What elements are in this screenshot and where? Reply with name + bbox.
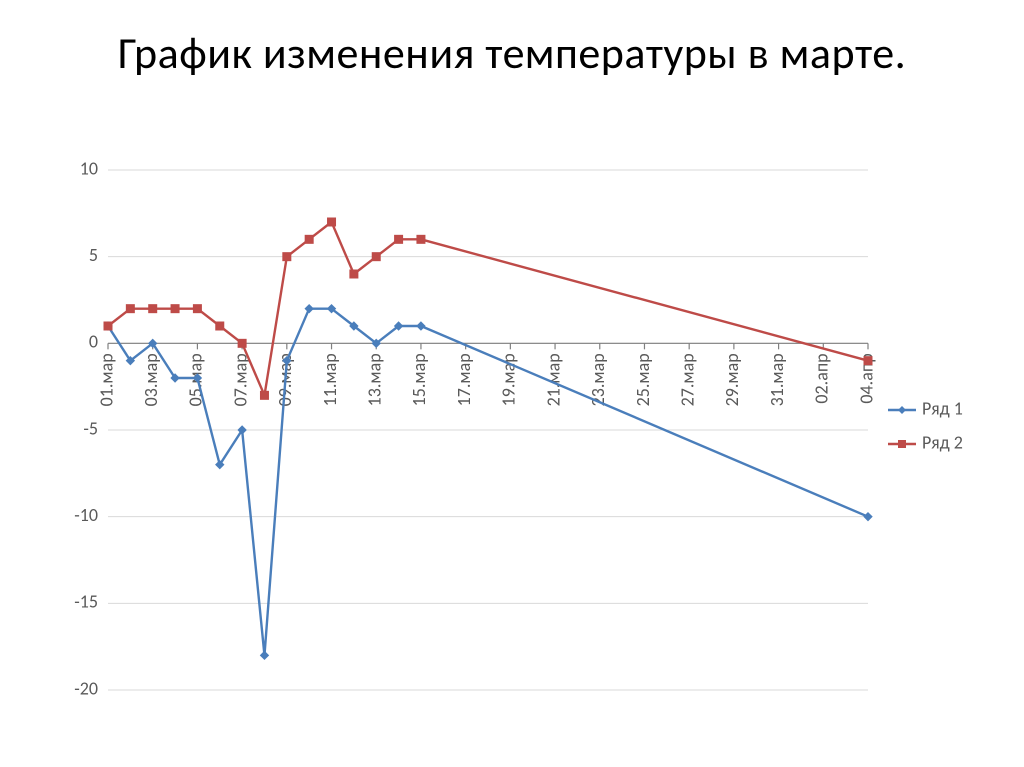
- y-tick-label: -20: [74, 677, 98, 699]
- series-marker-square: [216, 322, 224, 330]
- x-tick-label: 29.мар: [721, 353, 743, 406]
- series-line: [108, 222, 868, 395]
- series-marker-diamond: [260, 651, 268, 659]
- series-marker-square: [171, 305, 179, 313]
- legend-label: Ряд 1: [922, 397, 963, 419]
- series-marker-square: [372, 253, 380, 261]
- series-marker-square: [126, 305, 134, 313]
- page-title: График изменения температуры в марте.: [0, 0, 1024, 79]
- series-marker-diamond: [864, 513, 872, 521]
- x-tick-label: 11.мар: [319, 353, 341, 406]
- series-marker-square: [864, 357, 872, 365]
- chart-svg: -20-15-10-5051001.мар03.мар05.мар07.мар0…: [48, 160, 976, 720]
- series-marker-square: [350, 270, 358, 278]
- y-tick-label: 5: [89, 244, 98, 266]
- x-tick-label: 27.мар: [676, 353, 698, 406]
- series-marker-square: [417, 235, 425, 243]
- series-marker-square: [260, 391, 268, 399]
- x-tick-label: 31.мар: [766, 353, 788, 406]
- series-marker-square: [328, 218, 336, 226]
- x-tick-label: 07.мар: [229, 353, 251, 406]
- series-marker-diamond: [417, 322, 425, 330]
- series-marker-square: [104, 322, 112, 330]
- series-marker-diamond: [305, 305, 313, 313]
- x-tick-label: 03.мар: [140, 353, 162, 406]
- y-tick-label: -5: [83, 417, 98, 439]
- series-marker-square: [305, 235, 313, 243]
- y-tick-label: -10: [74, 504, 98, 526]
- x-tick-label: 17.мар: [453, 353, 475, 406]
- x-tick-label: 25.мар: [632, 353, 654, 406]
- x-tick-label: 13.мар: [364, 353, 386, 406]
- y-tick-label: 10: [80, 160, 98, 179]
- legend-marker-diamond: [898, 406, 906, 414]
- x-tick-label: 01.мар: [95, 353, 117, 406]
- series-marker-square: [149, 305, 157, 313]
- x-tick-label: 02.апр: [811, 353, 833, 403]
- legend-label: Ряд 2: [922, 431, 963, 453]
- series-marker-square: [193, 305, 201, 313]
- series-marker-square: [395, 235, 403, 243]
- series-marker-square: [283, 253, 291, 261]
- x-tick-label: 15.мар: [408, 353, 430, 406]
- y-tick-label: 0: [89, 331, 98, 353]
- temperature-chart: -20-15-10-5051001.мар03.мар05.мар07.мар0…: [48, 160, 976, 720]
- y-tick-label: -15: [74, 591, 98, 613]
- series-marker-square: [238, 339, 246, 347]
- legend-marker-square: [898, 440, 906, 448]
